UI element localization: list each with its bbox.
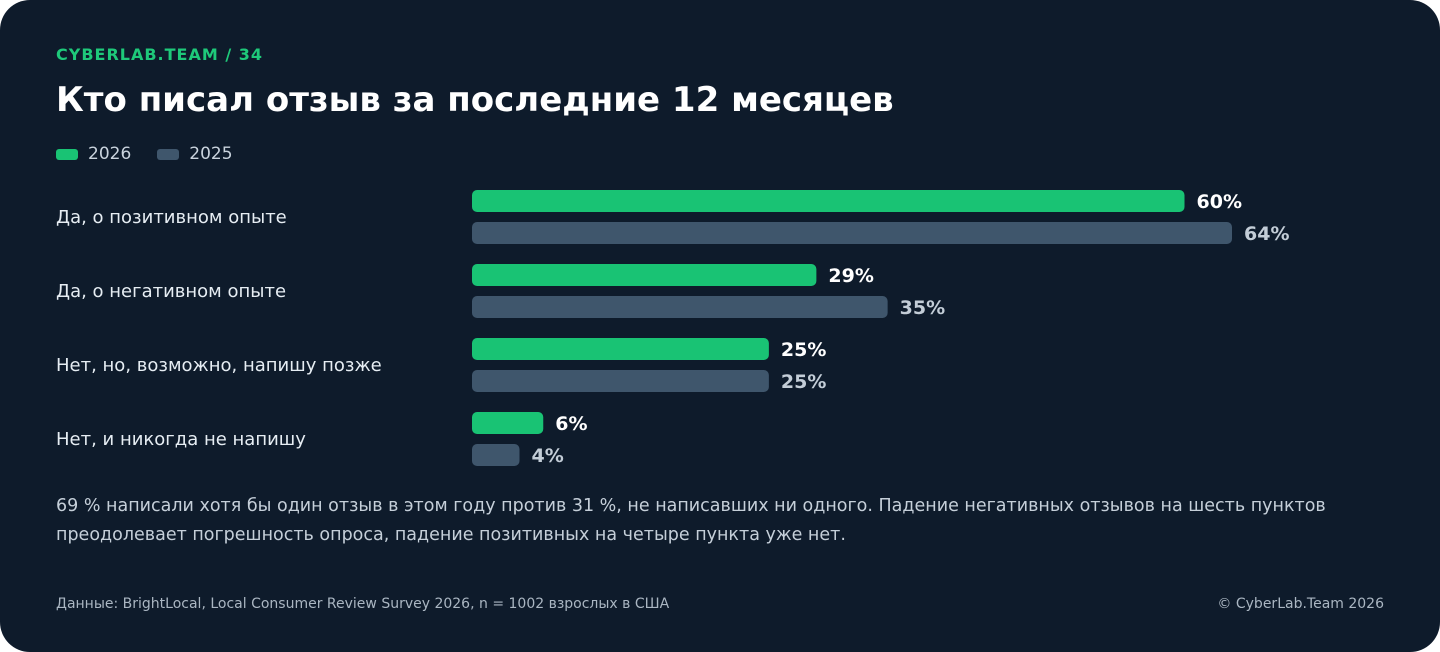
bar-2025 (472, 222, 1232, 244)
value-label-2025: 35% (900, 297, 945, 319)
legend-item-2025: 2025 (157, 144, 233, 164)
bar-2025 (472, 370, 769, 392)
bar-2026 (472, 412, 544, 434)
bar-2026 (472, 338, 769, 360)
value-label-2025: 4% (532, 445, 564, 467)
bar-2026 (472, 264, 817, 286)
value-label-2026: 29% (828, 265, 873, 287)
chart-note: 69 % написали хотя бы один отзыв в этом … (56, 496, 1326, 545)
category-label: Нет, и никогда не напишу (56, 429, 306, 450)
legend-label-2026: 2026 (88, 144, 132, 164)
value-label-2026: 6% (555, 413, 587, 435)
data-source: Данные: BrightLocal, Local Consumer Revi… (56, 596, 670, 612)
bar-2025 (472, 444, 520, 466)
category-label: Да, о позитивном опыте (56, 207, 287, 228)
legend-swatch-2026 (56, 148, 78, 160)
category-label: Да, о негативном опыте (56, 281, 286, 302)
category-label: Нет, но, возможно, напишу позже (56, 355, 382, 376)
legend: 2026 2025 (56, 142, 233, 166)
copyright: © CyberLab.Team 2026 (1217, 596, 1384, 612)
kicker: CYBERLAB.TEAM / 34 (56, 45, 264, 64)
bar-2026 (472, 190, 1185, 212)
value-label-2026: 60% (1197, 191, 1242, 213)
value-label-2025: 25% (781, 371, 826, 393)
bar-2025 (472, 296, 888, 318)
legend-swatch-2025 (157, 148, 180, 160)
value-label-2026: 25% (781, 339, 826, 361)
legend-item-2026: 2026 (56, 144, 131, 164)
chart-title: Кто писал отзыв за последние 12 месяцев (56, 80, 894, 120)
value-label-2025: 64% (1244, 223, 1289, 245)
legend-label-2025: 2025 (189, 144, 233, 164)
